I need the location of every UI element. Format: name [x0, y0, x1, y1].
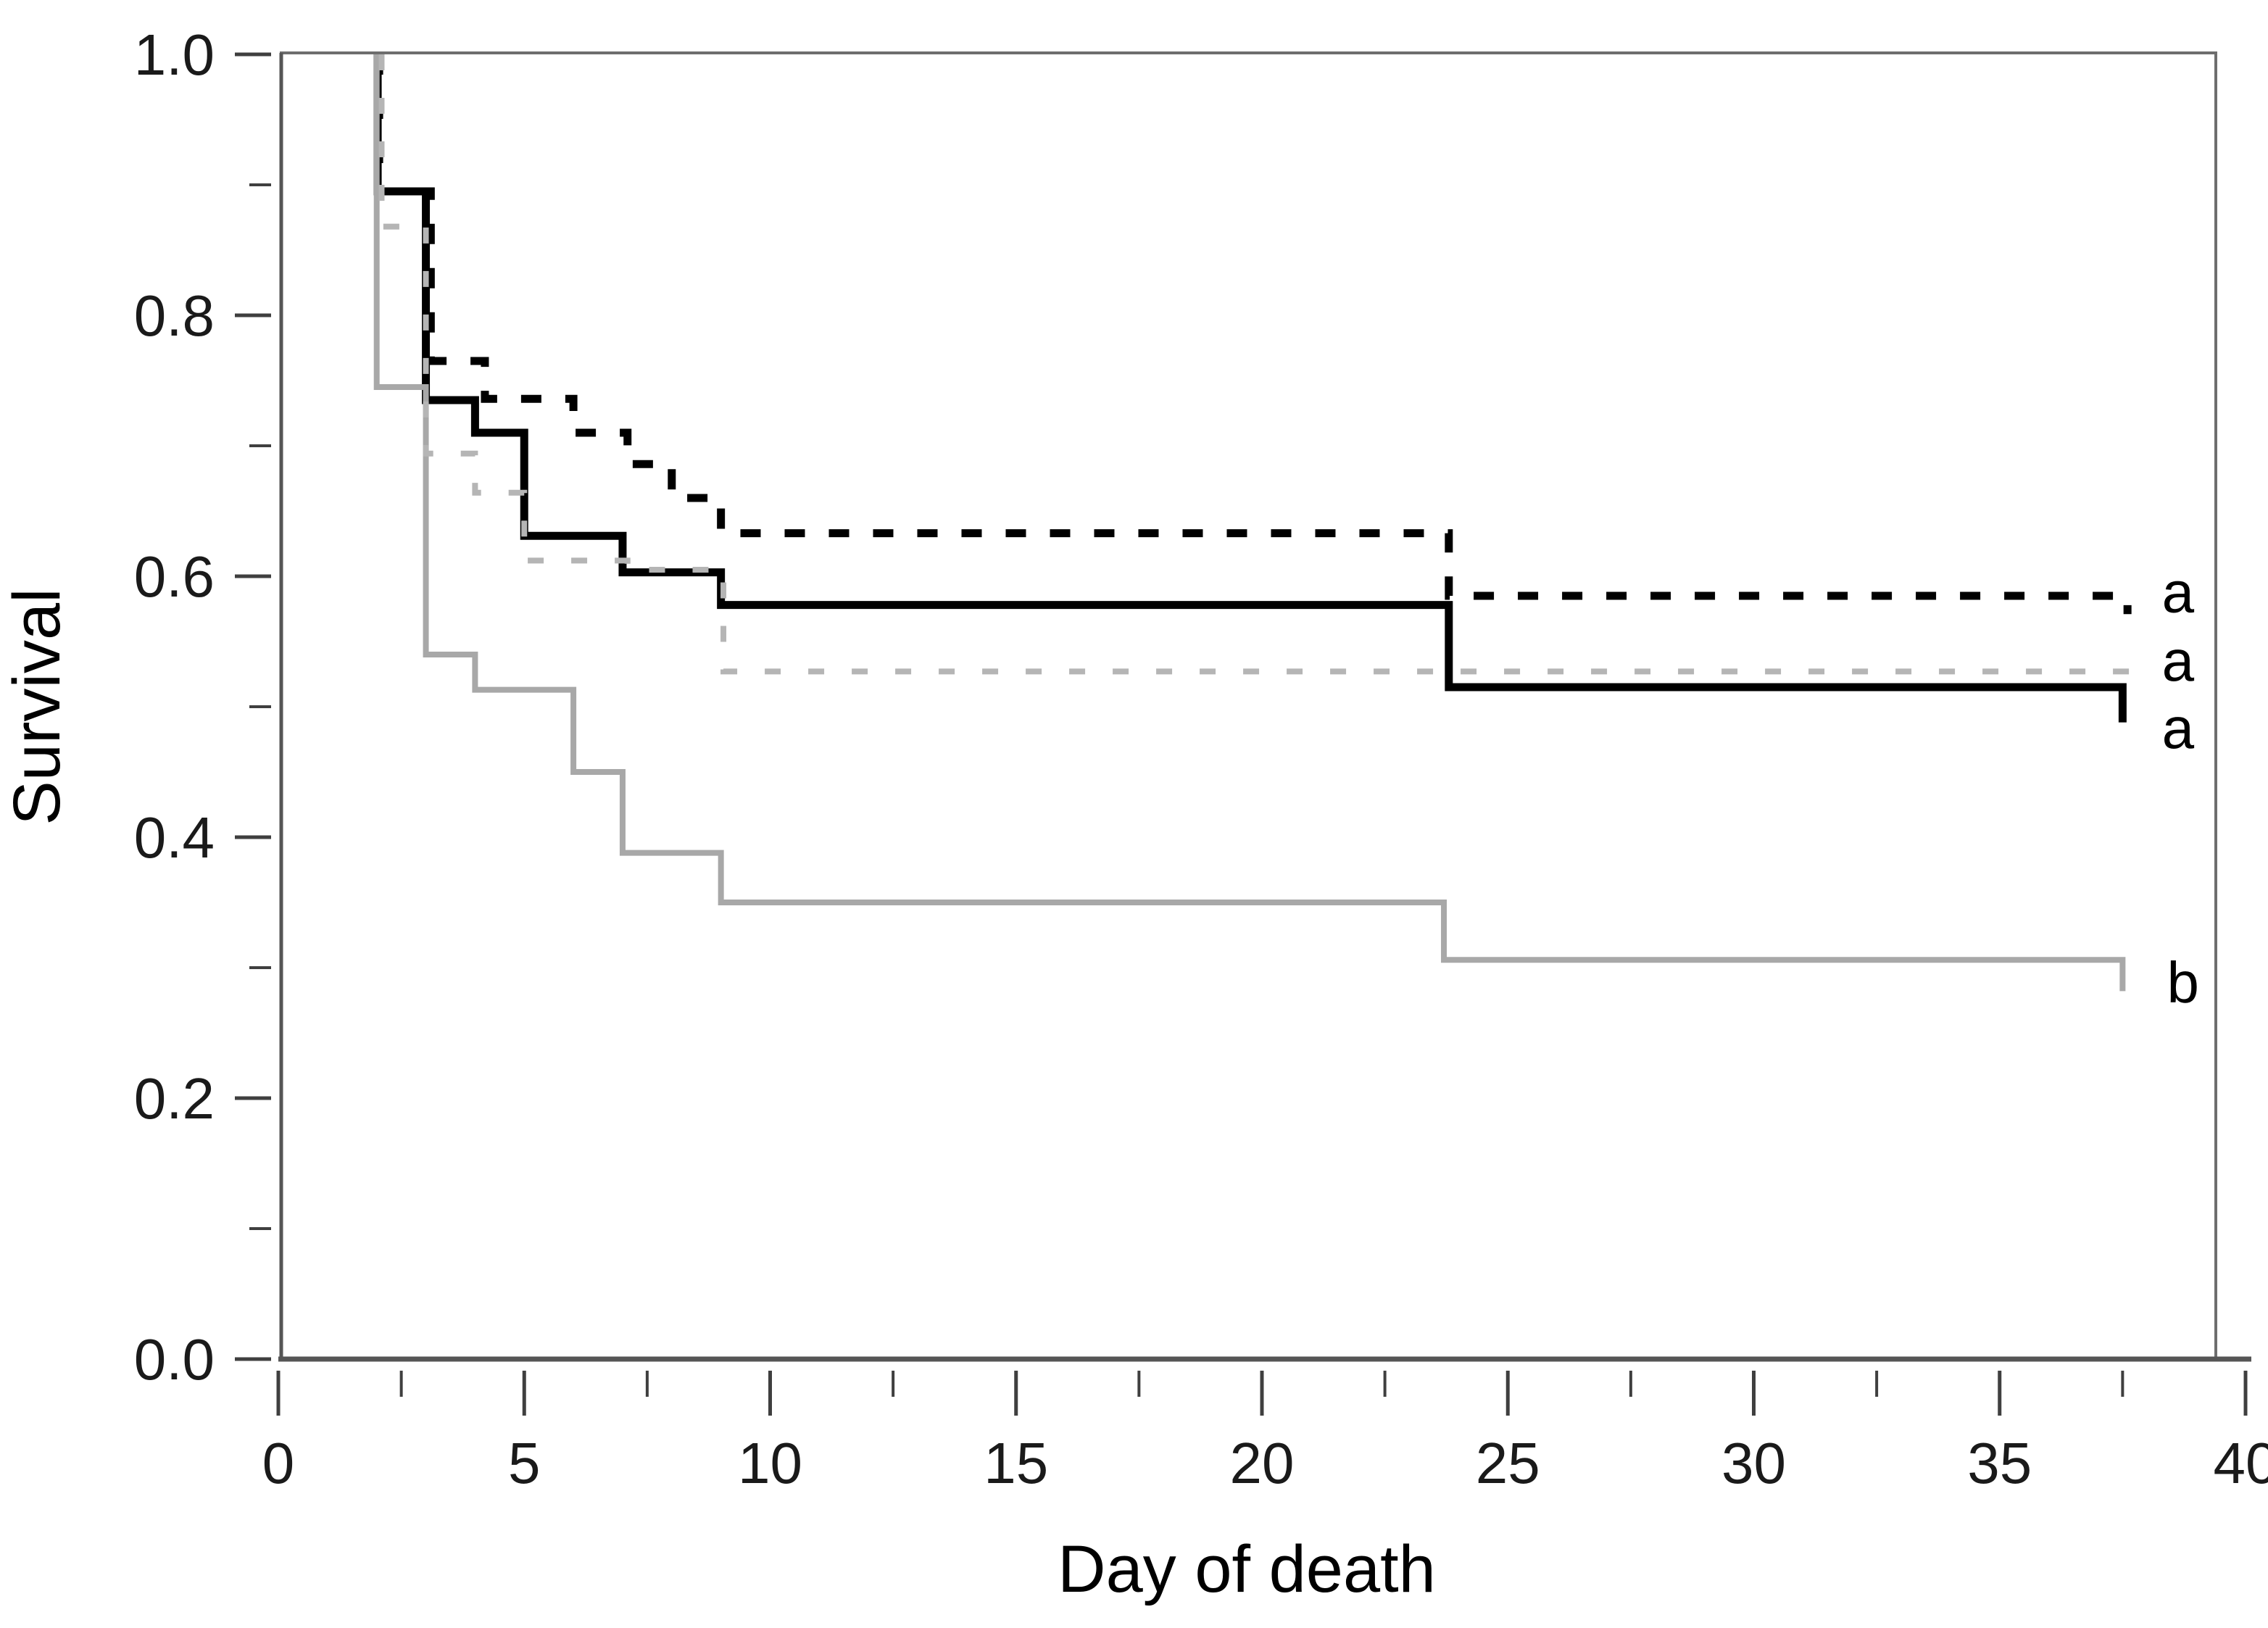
- y-tick-label: 0.4: [134, 805, 215, 870]
- x-tick-label: 5: [508, 1431, 541, 1495]
- x-tick-label: 15: [984, 1431, 1048, 1495]
- series-group-black-dashed: [375, 54, 2132, 615]
- end-label-group-gray-solid: b: [2167, 950, 2199, 1015]
- end-label-group-black-dashed: a: [2162, 560, 2195, 625]
- x-tick-label: 10: [738, 1431, 802, 1495]
- y-tick-label: 1.0: [134, 22, 215, 87]
- x-tick-label: 40: [2214, 1431, 2268, 1495]
- plot-frame: [278, 51, 2251, 1362]
- x-axis-title: Day of death: [1058, 1532, 1436, 1606]
- x-tick-label: 25: [1476, 1431, 1540, 1495]
- y-tick-label: 0.0: [134, 1327, 215, 1392]
- y-axis-title: Survival: [0, 588, 74, 825]
- end-label-group-black-solid: a: [2162, 696, 2195, 760]
- x-tick-label: 35: [1967, 1431, 2032, 1495]
- survival-curves: [373, 54, 2138, 992]
- series-group-gray-dashed: [378, 54, 2138, 675]
- x-tick-label: 0: [262, 1431, 295, 1495]
- y-tick-label: 0.2: [134, 1066, 215, 1131]
- axis-ticks: [235, 52, 2248, 1416]
- y-tick-label: 0.6: [134, 544, 215, 609]
- x-tick-label: 20: [1230, 1431, 1295, 1495]
- axis-tick-labels: 0 5 10 15 20 25 30 35 40 0.0 0.2 0.4 0.6 0.8 1.0: [134, 22, 2268, 1495]
- y-tick-label: 0.8: [134, 283, 215, 348]
- end-label-group-gray-dashed: a: [2162, 628, 2195, 693]
- x-tick-label: 30: [1721, 1431, 1786, 1495]
- series-group-gray-solid: [373, 54, 2126, 992]
- series-group-black-solid: [373, 54, 2127, 723]
